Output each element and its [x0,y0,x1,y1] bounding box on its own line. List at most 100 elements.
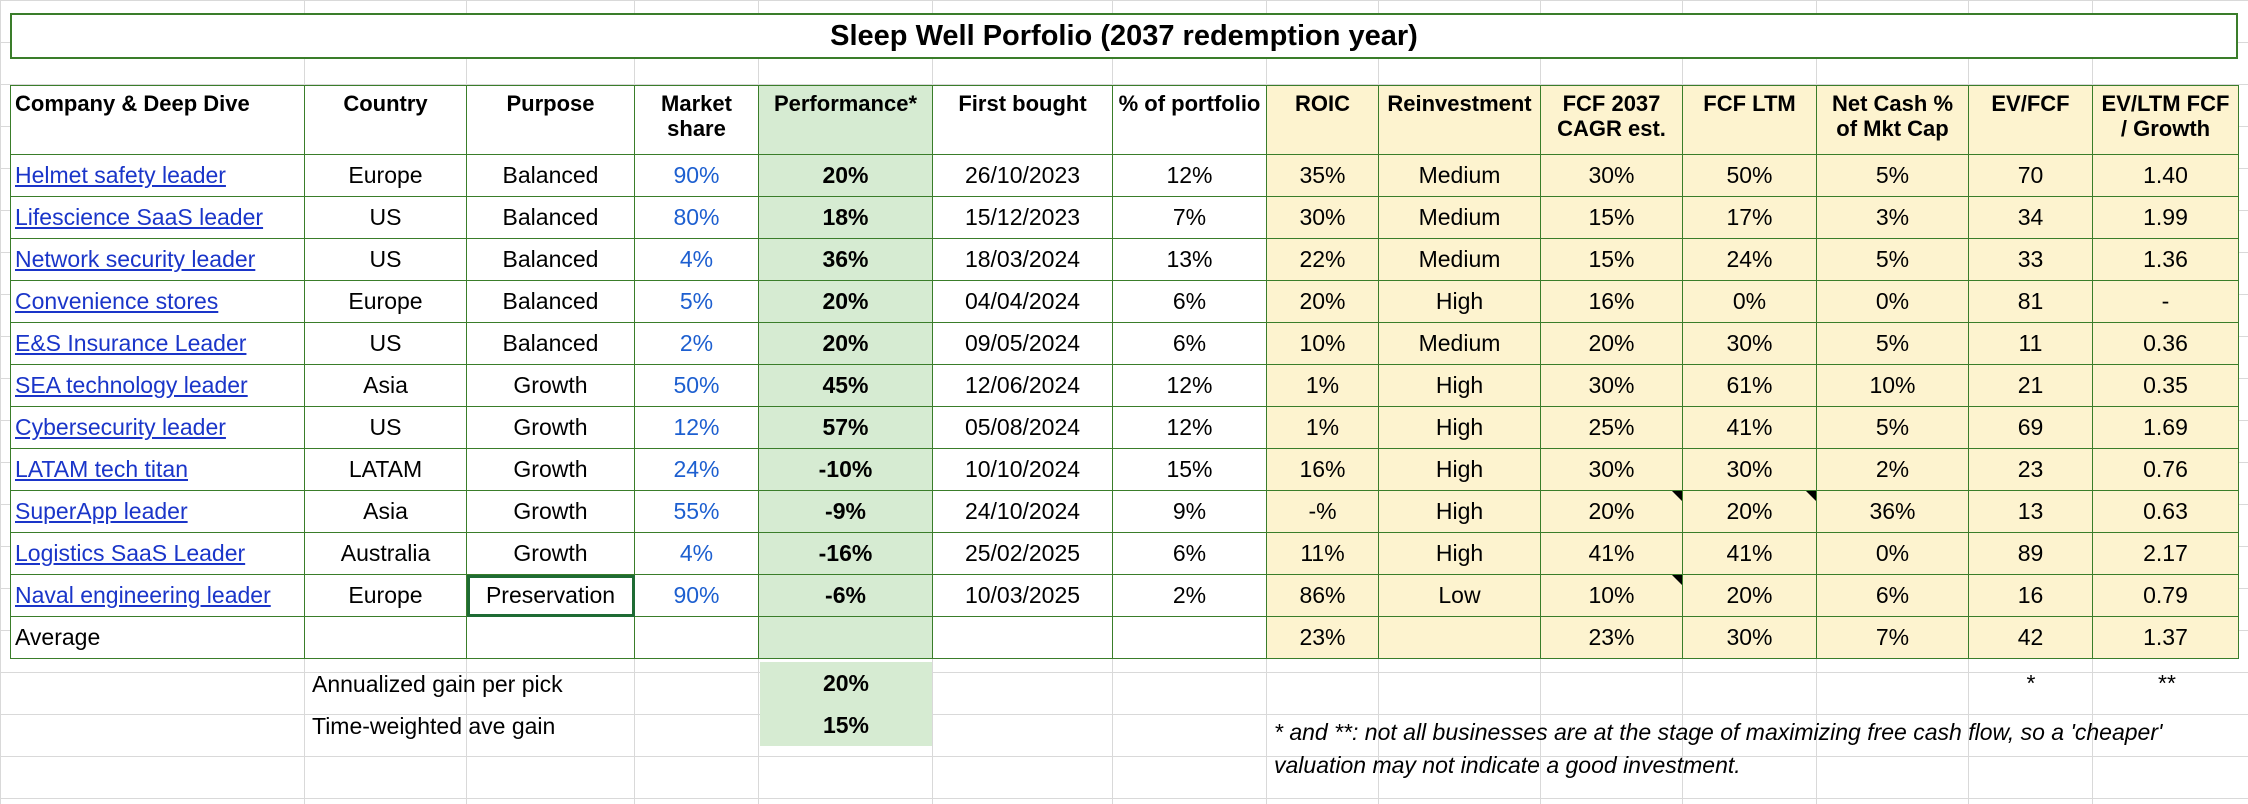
market-share-cell[interactable]: 2% [634,322,759,365]
company-cell[interactable]: Naval engineering leader [10,574,305,617]
header-roic[interactable]: ROIC [1266,85,1379,155]
first-bought-cell[interactable]: 10/03/2025 [932,574,1113,617]
company-deep-dive-link[interactable]: Convenience stores [15,288,219,314]
purpose-cell[interactable]: Growth [466,532,635,575]
empty-cell[interactable] [758,616,933,659]
company-cell[interactable]: Cybersecurity leader [10,406,305,449]
ev-fcf-cell[interactable]: 89 [1968,532,2093,575]
purpose-cell[interactable]: Balanced [466,238,635,281]
market-share-cell[interactable]: 90% [634,574,759,617]
ev-fcf-cell[interactable]: 70 [1968,154,2093,197]
empty-cell[interactable] [1112,616,1267,659]
first-bought-cell[interactable]: 10/10/2024 [932,448,1113,491]
sheet-title[interactable]: Sleep Well Porfolio (2037 redemption yea… [10,13,2238,59]
market-share-cell[interactable]: 12% [634,406,759,449]
summary-value-time-weighted[interactable]: 15% [760,704,932,746]
purpose-cell[interactable]: Balanced [466,154,635,197]
market-share-cell[interactable]: 50% [634,364,759,407]
ev-fcf-cell[interactable]: 16 [1968,574,2093,617]
net-cash-cell[interactable]: 36% [1816,490,1969,533]
company-deep-dive-link[interactable]: Cybersecurity leader [15,414,226,440]
roic-cell[interactable]: 35% [1266,154,1379,197]
roic-cell[interactable]: 1% [1266,364,1379,407]
company-deep-dive-link[interactable]: Lifescience SaaS leader [15,204,264,230]
reinvestment-cell[interactable]: Medium [1378,154,1541,197]
fcf-cagr-cell[interactable]: 25% [1540,406,1683,449]
fcf-cagr-cell[interactable]: 30% [1540,154,1683,197]
roic-cell[interactable]: 10% [1266,322,1379,365]
company-deep-dive-link[interactable]: LATAM tech titan [15,456,188,482]
company-cell[interactable]: E&S Insurance Leader [10,322,305,365]
fcf-cagr-cell[interactable]: 15% [1540,196,1683,239]
company-deep-dive-link[interactable]: Logistics SaaS Leader [15,540,246,566]
country-cell[interactable]: US [304,196,467,239]
fcf-ltm-cell[interactable]: 17% [1682,196,1817,239]
reinvestment-cell[interactable]: High [1378,280,1541,323]
header-fcf-cagr[interactable]: FCF 2037 CAGR est. [1540,85,1683,155]
ev-fcf-cell[interactable]: 69 [1968,406,2093,449]
ev-ltm-growth-cell[interactable]: 1.40 [2092,154,2239,197]
company-cell[interactable]: Convenience stores [10,280,305,323]
net-cash-cell[interactable]: 5% [1816,238,1969,281]
performance-cell[interactable]: 20% [758,280,933,323]
ev-fcf-cell[interactable]: 34 [1968,196,2093,239]
ev-ltm-growth-cell[interactable]: 0.79 [2092,574,2239,617]
roic-cell[interactable]: -% [1266,490,1379,533]
performance-cell[interactable]: 18% [758,196,933,239]
ev-ltm-growth-cell[interactable]: - [2092,280,2239,323]
empty-cell[interactable] [304,616,467,659]
header-ev-ltm-growth[interactable]: EV/LTM FCF / Growth [2092,85,2239,155]
net-cash-cell[interactable]: 5% [1816,322,1969,365]
header-fcf-ltm[interactable]: FCF LTM [1682,85,1817,155]
purpose-cell[interactable]: Balanced [466,280,635,323]
performance-cell[interactable]: 20% [758,154,933,197]
portfolio-pct-cell[interactable]: 12% [1112,406,1267,449]
company-cell[interactable]: SuperApp leader [10,490,305,533]
market-share-cell[interactable]: 90% [634,154,759,197]
performance-cell[interactable]: 57% [758,406,933,449]
first-bought-cell[interactable]: 12/06/2024 [932,364,1113,407]
performance-cell[interactable]: -16% [758,532,933,575]
header-market-share[interactable]: Market share [634,85,759,155]
ev-ltm-growth-cell[interactable]: 1.99 [2092,196,2239,239]
reinvestment-cell[interactable]: High [1378,406,1541,449]
purpose-cell[interactable]: Preservation [466,574,635,617]
fcf-cagr-cell[interactable]: 30% [1540,448,1683,491]
summary-label-annualized[interactable]: Annualized gain per pick [312,671,563,697]
reinvestment-cell[interactable]: High [1378,448,1541,491]
reinvestment-cell[interactable]: High [1378,364,1541,407]
header-portfolio-pct[interactable]: % of portfolio [1112,85,1267,155]
fcf-ltm-cell[interactable]: 20% [1682,490,1817,533]
portfolio-pct-cell[interactable]: 15% [1112,448,1267,491]
country-cell[interactable]: US [304,406,467,449]
country-cell[interactable]: Europe [304,574,467,617]
fcf-cagr-cell[interactable]: 10% [1540,574,1683,617]
ev-fcf-cell[interactable]: 81 [1968,280,2093,323]
purpose-cell[interactable]: Balanced [466,196,635,239]
country-cell[interactable]: Europe [304,280,467,323]
ev-ltm-growth-cell[interactable]: 1.69 [2092,406,2239,449]
roic-cell[interactable]: 16% [1266,448,1379,491]
ev-fcf-cell[interactable]: 13 [1968,490,2093,533]
fcf-ltm-cell[interactable]: 30% [1682,448,1817,491]
summary-value-annualized[interactable]: 20% [760,662,932,704]
company-deep-dive-link[interactable]: SEA technology leader [15,372,248,398]
first-bought-cell[interactable]: 09/05/2024 [932,322,1113,365]
roic-cell[interactable]: 20% [1266,280,1379,323]
company-cell[interactable]: Helmet safety leader [10,154,305,197]
purpose-cell[interactable]: Growth [466,406,635,449]
average-ev-fcf[interactable]: 42 [1968,616,2093,659]
ev-fcf-cell[interactable]: 21 [1968,364,2093,407]
company-deep-dive-link[interactable]: Helmet safety leader [15,162,226,188]
average-fcf-cagr[interactable]: 23% [1540,616,1683,659]
reinvestment-cell[interactable]: Medium [1378,322,1541,365]
net-cash-cell[interactable]: 0% [1816,280,1969,323]
reinvestment-cell[interactable]: High [1378,490,1541,533]
portfolio-pct-cell[interactable]: 12% [1112,154,1267,197]
performance-cell[interactable]: 45% [758,364,933,407]
average-ev-ltm-growth[interactable]: 1.37 [2092,616,2239,659]
ev-ltm-growth-cell[interactable]: 2.17 [2092,532,2239,575]
fcf-ltm-cell[interactable]: 41% [1682,406,1817,449]
purpose-cell[interactable]: Growth [466,490,635,533]
performance-cell[interactable]: -6% [758,574,933,617]
